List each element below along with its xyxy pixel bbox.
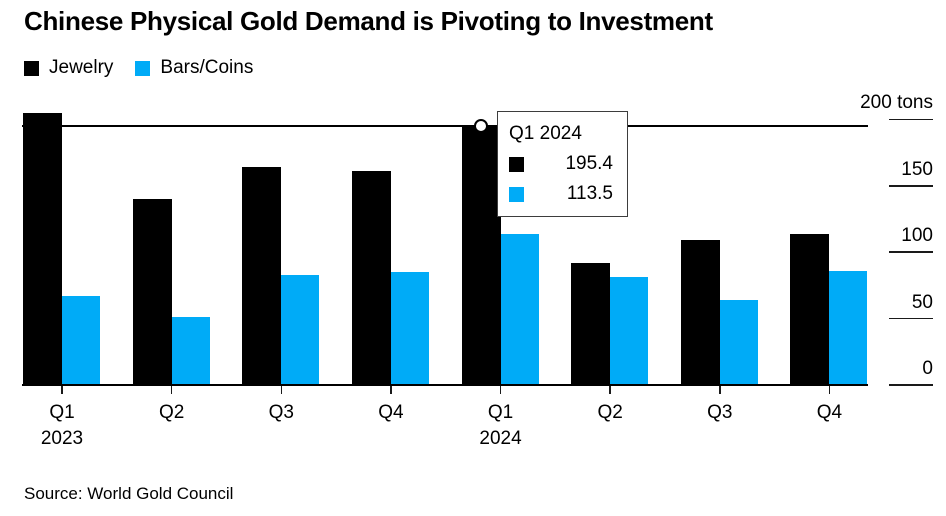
- x-axis-tick: [170, 386, 173, 394]
- x-axis-tick: [609, 386, 611, 394]
- y-axis-tick-line-200: [889, 118, 933, 121]
- x-axis-baseline: [22, 384, 868, 386]
- source-note: Source: World Gold Council: [24, 484, 234, 503]
- x-axis-year-label-2023: 2023: [40, 428, 84, 449]
- tooltip-swatch-jewelry: [509, 156, 524, 172]
- bar-jewelry-q1-2023[interactable]: [23, 112, 62, 385]
- legend-label-jewelry: Jewelry: [49, 57, 114, 78]
- tooltip-swatch-bars-coins: [509, 186, 524, 202]
- bar-bars-coins-q2-2024[interactable]: [610, 277, 649, 385]
- bar-jewelry-q3-2024[interactable]: [680, 240, 720, 385]
- bar-bars-coins-q1-2023[interactable]: [62, 296, 100, 385]
- hover-marker-circle: [474, 118, 489, 133]
- legend-swatch-jewelry: [24, 60, 39, 76]
- x-axis-tick: [719, 386, 721, 394]
- legend-item-jewelry: Jewelry: [24, 57, 113, 79]
- bar-bars-coins-q3-2024[interactable]: [719, 300, 758, 385]
- y-axis-tick-label-50: 50: [911, 291, 933, 313]
- tooltip-row-bars-coins: 113.5: [509, 183, 613, 205]
- bar-jewelry-q4-2023[interactable]: [351, 171, 391, 385]
- x-axis-label-q2-5: Q2: [597, 402, 623, 423]
- bar-bars-coins-q4-2023[interactable]: [390, 272, 429, 385]
- bar-jewelry-q4-2024[interactable]: [790, 233, 830, 385]
- x-axis-tick: [61, 386, 63, 394]
- x-axis-tick: [280, 386, 283, 394]
- y-axis-tick-line-50: [889, 317, 933, 320]
- bar-bars-coins-q3-2023[interactable]: [281, 274, 320, 385]
- bar-bars-coins-q2-2023[interactable]: [171, 317, 210, 385]
- tooltip-title: Q1 2024: [509, 123, 582, 144]
- bar-jewelry-q3-2023[interactable]: [242, 167, 282, 385]
- bar-jewelry-q2-2024[interactable]: [571, 262, 611, 385]
- y-axis-tick-line-0: [889, 384, 933, 386]
- legend: Jewelry Bars/Coins: [24, 57, 253, 79]
- tracking-line: [22, 124, 868, 127]
- x-axis-label-q4-7: Q4: [816, 402, 843, 423]
- y-axis-tick-label-200: 200 tons: [860, 92, 933, 114]
- x-axis-tick: [828, 386, 831, 394]
- y-axis-tick-line-150: [889, 185, 933, 187]
- tooltip-value-bars-coins: 113.5: [566, 183, 613, 204]
- bar-jewelry-q1-2024[interactable]: [461, 125, 501, 385]
- legend-item-bars-coins: Bars/Coins: [135, 57, 253, 79]
- x-axis-label-q1-4: Q1: [487, 402, 514, 423]
- y-axis-tick-label-150: 150: [901, 158, 933, 180]
- chart-title: Chinese Physical Gold Demand is Pivoting…: [24, 6, 713, 36]
- y-axis-tick-label-0: 0: [922, 358, 933, 379]
- legend-swatch-bars-coins: [135, 60, 151, 76]
- tooltip: Q1 2024 195.4 113.5: [497, 111, 628, 217]
- bar-jewelry-q2-2023[interactable]: [132, 199, 172, 385]
- bar-bars-coins-q4-2024[interactable]: [829, 270, 868, 385]
- legend-label-bars-coins: Bars/Coins: [160, 57, 254, 78]
- x-axis-label-q4-3: Q4: [378, 402, 404, 423]
- tooltip-value-jewelry: 195.4: [565, 153, 613, 174]
- y-axis-tick-line-100: [889, 251, 933, 253]
- x-axis-tick: [390, 386, 392, 394]
- x-axis-tick: [499, 386, 502, 394]
- x-axis-label-q2-1: Q2: [158, 402, 185, 423]
- x-axis-year-label-2024: 2024: [479, 428, 522, 449]
- tooltip-row-jewelry: 195.4: [509, 153, 613, 175]
- y-axis-tick-label-100: 100: [901, 225, 933, 247]
- x-axis-label-q1-0: Q1: [49, 402, 75, 423]
- x-axis-label-q3-6: Q3: [707, 402, 733, 423]
- bar-bars-coins-q1-2024[interactable]: [500, 234, 539, 385]
- x-axis-label-q3-2: Q3: [268, 402, 294, 423]
